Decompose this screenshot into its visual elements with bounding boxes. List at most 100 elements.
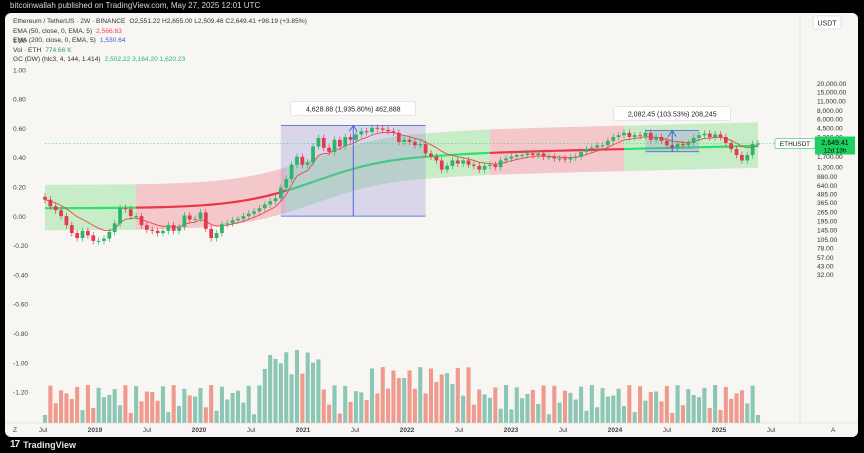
candle-body [295,156,299,165]
candle-body [69,225,74,234]
volume-bar [455,367,460,423]
volume-bar [477,389,482,423]
candle-body [482,165,487,170]
ema50-line [44,131,759,232]
volume-bar [396,377,401,423]
candle-body [434,156,439,161]
candle-body [627,132,632,137]
candle-body [439,160,444,170]
volume-bar [696,397,702,423]
candle-body [536,153,541,156]
candle-body [262,204,267,209]
volume-bar [359,392,364,423]
time-tick-label: Jul [559,427,568,434]
candle-body [177,226,181,231]
osc-tick-label: 0.60 [13,126,26,133]
osc-tick-label: -0.40 [13,272,28,279]
osc-tick-label: 0.20 [13,185,26,192]
candle-body [246,213,251,217]
price-tick-label: 15,000.00 [817,90,847,97]
volume-bar [471,404,476,423]
volume-bar [198,388,203,423]
volume-bar [219,386,224,423]
volume-bar [327,404,332,423]
volume-bar [134,386,139,423]
candle-body [123,208,128,210]
tradingview-logo-icon: 17 [10,439,20,450]
candle-body [327,147,332,152]
candle-body [718,134,723,137]
price-chart: 4,628.88 (1,935.80%) 462,888 2,082.45 (10… [5,13,858,437]
candle-body [359,131,364,135]
gc-red-early-midline [136,189,287,209]
candle-body [144,225,149,230]
volume-bar [584,410,589,423]
volume-bar [187,395,192,423]
volume-bar [520,398,525,423]
candle-body [530,153,535,156]
volume-bar [616,388,621,423]
volume-bar [702,387,707,423]
volume-bar [466,367,471,423]
volume-bar [691,394,696,423]
time-tick-label: Jul [351,427,360,434]
candle-body [257,208,262,212]
volume-bar [659,401,664,423]
legend-ema200-row[interactable]: EMA (200, close, 0, EMA, 5) 1,530.64 [13,36,307,46]
candle-body [305,162,310,165]
volume-bar [305,352,310,423]
volume-bar [605,396,610,423]
candle-body [514,155,519,157]
osc-tick-label: 1.20 [13,38,26,45]
candle-body [450,160,455,166]
volume-bar [627,385,632,423]
volume-bar [530,389,535,423]
volume-bar [375,393,380,423]
price-tick-label: 6,000.00 [817,117,843,124]
candle-body [252,211,256,214]
volume-bar [686,389,691,423]
candle-body [611,137,616,141]
time-tick-label: 2021 [296,427,311,434]
candle-body [477,165,482,170]
measure-label-box [290,101,416,116]
candle-body [230,220,235,224]
price-tick-label: 265.00 [817,209,838,216]
last-price-countdown: 12d 13h [824,148,847,155]
price-tick-label: 11,000.00 [817,99,846,106]
candle-body [750,144,755,156]
volume-bar [707,408,712,423]
volume-bar [337,413,342,423]
price-tick-label: 485.00 [817,191,838,198]
price-tick-label: 4,500.00 [817,125,843,132]
volume-bar [150,391,155,423]
volume-bar [182,388,187,423]
volume-bar [160,386,165,423]
tradingview-brand[interactable]: 17 TradingView [10,439,76,450]
measure-label-box [613,106,731,121]
volume-bar [176,405,182,423]
candle-body [402,139,407,142]
volume-bar [713,385,718,423]
volume-bar [509,409,514,423]
legend-ema50-row[interactable]: EMA (50, close, 0, EMA, 5) 2,566.63 [13,27,307,37]
volume-bar [638,386,643,423]
volume-bar [734,393,739,423]
legend-vol-row[interactable]: Vol · ETH 774.66 K [13,46,307,56]
candle-body [557,158,562,160]
candle-body [429,153,433,157]
legend-symbol[interactable]: Ethereum / TetherUS · 2W · BINANCE [13,18,126,25]
measure-arrow-head [667,129,677,137]
osc-tick-label: 1.00 [13,67,26,74]
vol-value: 774.66 K [45,46,72,54]
volume-bar [278,363,283,423]
price-tick-label: 1,700.00 [817,154,843,161]
volume-bar [48,385,53,423]
volume-bar [675,385,680,423]
legend-gc-row[interactable]: GC (DW) (hlc3, 4, 144, 1.414) 2,502.22 3… [13,55,307,65]
candle-body [702,133,707,136]
volume-bar [745,403,750,423]
osc-tick-label: -0.60 [13,302,28,309]
volume-bar [144,391,149,423]
volume-bar [428,368,434,423]
